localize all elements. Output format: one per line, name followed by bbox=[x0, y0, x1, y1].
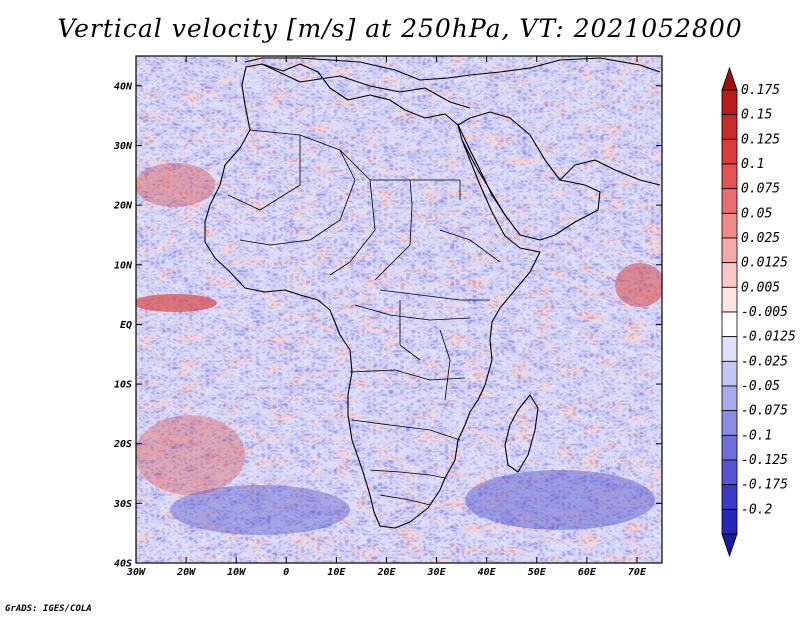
lon-tick-label: 20E bbox=[376, 567, 396, 578]
colorbar-label: -0.075 bbox=[741, 404, 788, 419]
colorbar-label: -0.005 bbox=[741, 305, 788, 320]
lat-tick-label: 20N bbox=[113, 201, 133, 212]
positive-patch-sahara-west bbox=[136, 163, 215, 207]
lon-tick-label: 40E bbox=[478, 567, 497, 578]
grads-credit: GrADS: IGES/COLA bbox=[5, 604, 92, 614]
colorbar-swatch bbox=[721, 237, 738, 264]
lat-tick-label: 30N bbox=[113, 141, 133, 152]
colorbar-label: -0.1 bbox=[741, 428, 772, 443]
map-title: Vertical velocity [m/s] at 250hPa, VT: 2… bbox=[57, 14, 743, 43]
colorbar-label: 0.025 bbox=[741, 231, 780, 246]
colorbar-swatch bbox=[721, 188, 738, 214]
colorbar-swatch bbox=[721, 459, 738, 486]
lon-tick-label: 30E bbox=[427, 567, 447, 578]
positive-band-equatorial-atlantic bbox=[136, 294, 217, 312]
lon-tick-label: 10W bbox=[227, 567, 246, 578]
colorbar-label: 0.15 bbox=[741, 108, 772, 123]
colorbar-swatch bbox=[721, 434, 738, 461]
colorbar-swatch bbox=[721, 262, 738, 288]
colorbar-swatch bbox=[721, 212, 738, 239]
latitude-axis: 40N 30N 20N 10N EQ 10S 20S 30S 40S bbox=[113, 81, 662, 570]
national-borders bbox=[227, 129, 501, 506]
plot-border bbox=[135, 55, 663, 564]
lat-tick-label: EQ bbox=[120, 320, 132, 331]
colorbar-label: -0.125 bbox=[741, 453, 788, 468]
lon-tick-label: 70E bbox=[628, 567, 647, 578]
colorbar-label: -0.05 bbox=[741, 379, 780, 394]
lat-tick-label: 10S bbox=[114, 380, 132, 391]
lon-tick-label: 50E bbox=[528, 567, 547, 578]
colorbar-label: 0.125 bbox=[741, 132, 780, 147]
field-speckle-layer bbox=[136, 56, 662, 563]
colorbar-label: 0.1 bbox=[741, 157, 764, 172]
lat-tick-label: 20S bbox=[113, 439, 132, 450]
lat-tick-label: 30S bbox=[113, 499, 132, 510]
colorbar-swatch bbox=[721, 484, 738, 510]
colorbar-swatch bbox=[721, 508, 738, 535]
mediterranean-coast bbox=[261, 63, 471, 109]
lat-tick-label: 10N bbox=[114, 260, 133, 271]
colorbar-label: -0.025 bbox=[741, 354, 788, 369]
positive-patch-indian-ocean bbox=[615, 263, 662, 307]
colorbar-label: 0.075 bbox=[741, 182, 780, 197]
lat-tick-label: 40N bbox=[114, 81, 133, 92]
colorbar-swatch bbox=[721, 311, 738, 338]
colorbar-bottom-triangle bbox=[721, 533, 738, 558]
madagascar-coast bbox=[504, 394, 539, 473]
colorbar-swatch bbox=[721, 89, 738, 116]
colorbar-label: 0.05 bbox=[741, 206, 772, 221]
lon-tick-label: 0 bbox=[283, 567, 289, 578]
red-sea-coast bbox=[461, 139, 506, 216]
negative-patch-south-atlantic bbox=[170, 485, 350, 535]
colorbar-label: -0.175 bbox=[741, 478, 788, 493]
vertical-velocity-field bbox=[136, 56, 662, 563]
colorbar-swatch bbox=[721, 138, 738, 165]
positive-patch-south-atlantic bbox=[136, 415, 245, 495]
colorbar-swatch bbox=[721, 336, 738, 362]
colorbar-label: 0.005 bbox=[741, 280, 780, 295]
colorbar-label: -0.2 bbox=[741, 502, 772, 517]
coastlines-and-borders bbox=[204, 57, 661, 529]
lon-tick-label: 60E bbox=[578, 567, 597, 578]
lon-tick-label: 30W bbox=[126, 567, 146, 578]
lon-tick-label: 20W bbox=[176, 567, 196, 578]
persian-gulf-coast bbox=[559, 159, 661, 186]
longitude-axis: 30W 20W 10W 0 10E 20E 30E 40E 50E 60E 70E bbox=[126, 56, 647, 578]
colorbar-swatch bbox=[721, 360, 738, 387]
colorbar-swatch bbox=[721, 114, 738, 140]
colorbar-swatch bbox=[721, 286, 738, 313]
lon-tick-label: 10E bbox=[327, 567, 346, 578]
negative-band-south-indian bbox=[465, 470, 655, 530]
colorbar: 0.175 0.15 0.125 0.1 0.075 0.05 0.025 0.0125 0.0… bbox=[721, 66, 796, 558]
colorbar-label: 0.0125 bbox=[741, 256, 788, 271]
colorbar-swatch bbox=[721, 385, 738, 412]
colorbar-top-triangle bbox=[721, 66, 738, 91]
arabian-peninsula-coast bbox=[457, 111, 601, 241]
colorbar-swatch bbox=[721, 163, 738, 190]
colorbar-label: 0.175 bbox=[741, 83, 780, 98]
colorbar-label: -0.0125 bbox=[741, 330, 796, 345]
colorbar-swatch bbox=[721, 410, 738, 436]
lat-tick-label: 40S bbox=[114, 559, 132, 570]
